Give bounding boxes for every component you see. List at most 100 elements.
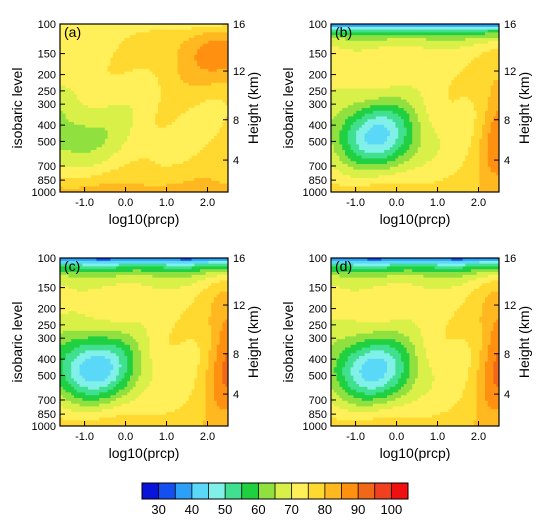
contour-cell — [387, 116, 391, 120]
contour-cell — [331, 60, 335, 64]
contour-cell — [339, 24, 343, 28]
contour-cell — [138, 183, 142, 187]
contour-cell — [141, 164, 145, 168]
contour-cell — [208, 26, 212, 30]
contour-cell — [132, 122, 136, 126]
contour-cell — [367, 43, 371, 47]
contour-cell — [216, 138, 220, 142]
contour-cell — [345, 166, 349, 170]
contour-cell — [82, 183, 86, 187]
contour-cell — [130, 85, 134, 89]
contour-cell — [188, 60, 192, 64]
contour-cell — [378, 116, 382, 120]
contour-cell — [141, 54, 145, 58]
contour-cell — [132, 40, 136, 44]
contour-cell — [194, 71, 198, 75]
contour-cell — [155, 80, 159, 84]
contour-cell — [71, 77, 75, 81]
contour-cell — [127, 94, 131, 98]
contour-cell — [96, 96, 100, 100]
contour-cell — [65, 74, 69, 78]
contour-cell — [197, 88, 201, 92]
contour-cell — [132, 80, 136, 84]
contour-cell — [364, 60, 368, 64]
contour-cell — [79, 77, 83, 81]
contour-cell — [188, 74, 192, 78]
contour-cell — [216, 133, 220, 137]
contour-cell — [381, 88, 385, 92]
contour-cell — [180, 155, 184, 159]
contour-cell — [353, 63, 357, 67]
contour-cell — [138, 32, 142, 36]
contour-cell — [135, 49, 139, 53]
contour-cell — [364, 54, 368, 58]
contour-cell — [121, 161, 125, 165]
contour-cell — [197, 127, 201, 131]
contour-cell — [361, 102, 365, 106]
contour-cell — [384, 32, 388, 36]
contour-cell — [370, 63, 374, 67]
contour-cell — [353, 116, 357, 120]
contour-cell — [188, 24, 192, 28]
contour-cell — [367, 180, 371, 184]
contour-cell — [144, 82, 148, 86]
contour-cell — [214, 113, 218, 117]
contour-cell — [149, 183, 153, 187]
contour-cell — [186, 99, 190, 103]
contour-cell — [219, 91, 223, 95]
contour-cell — [339, 124, 343, 128]
contour-cell — [222, 152, 226, 156]
contour-cell — [166, 186, 170, 190]
contour-cell — [188, 116, 192, 120]
contour-cell — [163, 49, 167, 53]
contour-cell — [216, 186, 220, 190]
contour-cell — [93, 150, 97, 154]
contour-cell — [211, 183, 215, 187]
contour-cell — [194, 136, 198, 140]
contour-cell — [93, 152, 97, 156]
contour-cell — [132, 166, 136, 170]
contour-cell — [107, 49, 111, 53]
contour-cell — [174, 144, 178, 148]
contour-cell — [216, 147, 220, 151]
contour-cell — [62, 66, 66, 70]
contour-cell — [350, 152, 354, 156]
contour-cell — [74, 52, 78, 56]
contour-cell — [68, 183, 72, 187]
contour-cell — [381, 130, 385, 134]
contour-cell — [333, 110, 337, 114]
contour-cell — [135, 71, 139, 75]
contour-cell — [172, 38, 176, 42]
contour-cell — [359, 166, 363, 170]
contour-cell — [146, 150, 150, 154]
contour-cell — [76, 110, 80, 114]
contour-cell — [197, 96, 201, 100]
contour-cell — [82, 63, 86, 67]
contour-cell — [71, 57, 75, 61]
contour-cell — [336, 150, 340, 154]
contour-cell — [188, 35, 192, 39]
contour-cell — [188, 32, 192, 36]
contour-cell — [384, 138, 388, 142]
contour-cell — [149, 147, 153, 151]
contour-cell — [361, 175, 365, 179]
contour-cell — [384, 102, 388, 106]
contour-cell — [389, 113, 393, 117]
contour-cell — [174, 110, 178, 114]
contour-cell — [68, 60, 72, 64]
contour-cell — [107, 74, 111, 78]
contour-cell — [174, 40, 178, 44]
contour-cell — [353, 29, 357, 33]
contour-cell — [155, 110, 159, 114]
contour-cell — [60, 88, 64, 92]
contour-cell — [93, 155, 97, 159]
contour-cell — [62, 60, 66, 64]
contour-cell — [392, 71, 396, 75]
contour-cell — [208, 32, 212, 36]
contour-cell — [166, 122, 170, 126]
contour-cell — [62, 82, 66, 86]
contour-cell — [155, 71, 159, 75]
contour-cell — [350, 113, 354, 117]
contour-cell — [158, 189, 162, 193]
contour-cell — [104, 102, 108, 106]
